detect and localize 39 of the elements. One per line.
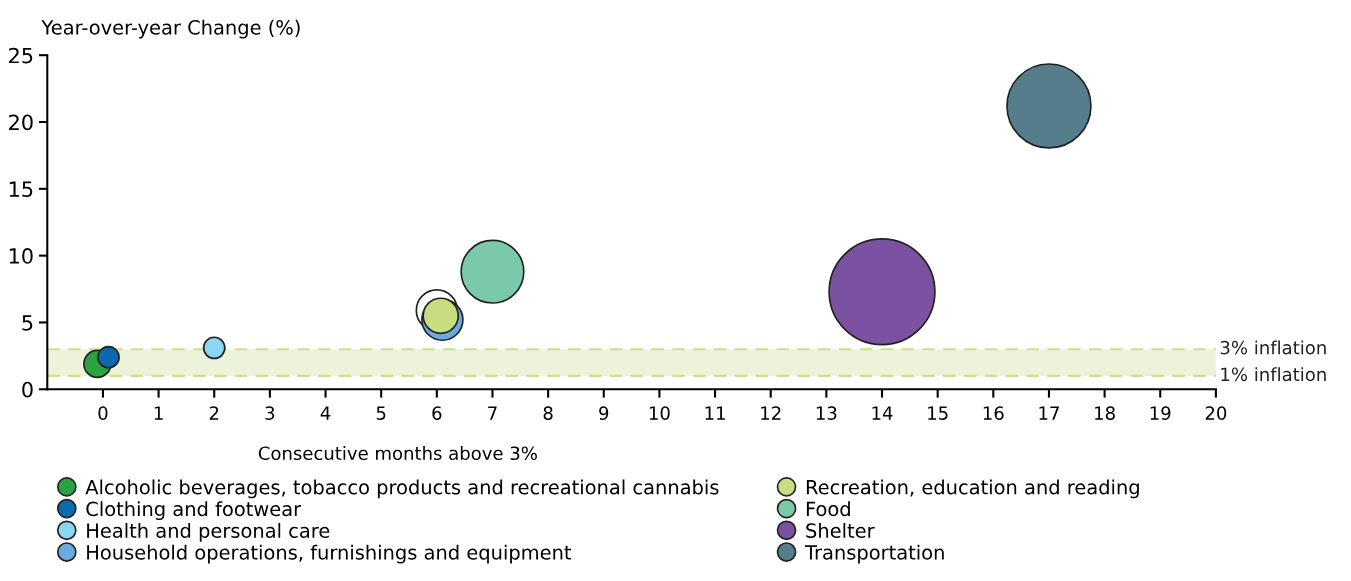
ref-line-label: 1% inflation	[1221, 367, 1326, 382]
y-tick-label: 20	[9, 114, 33, 131]
x-tick-label: 20	[1205, 406, 1227, 420]
x-tick-label: 7	[488, 406, 497, 420]
legend-label: Food	[806, 501, 850, 517]
legend-label: Transportation	[804, 544, 944, 564]
ref-line-label: 3% inflation	[1220, 340, 1326, 355]
x-tick-label: 17	[1039, 406, 1059, 420]
x-tick-label: 6	[432, 406, 442, 420]
legend-label: Household operations, furnishings and equipment	[87, 544, 572, 564]
x-tick-label: 11	[705, 406, 725, 420]
x-tick-label: 19	[1150, 406, 1171, 420]
x-tick-label: 0	[98, 406, 108, 420]
legend-label: Shelter	[806, 522, 875, 538]
x-tick-label: 2	[209, 406, 219, 420]
x-tick-label: 16	[983, 406, 1004, 420]
legend-label: Alcoholic beverages, tobacco products and recreational cannabis	[85, 479, 719, 499]
legend-label: Recreation, education and reading	[806, 479, 1139, 499]
x-tick-label: 14	[872, 406, 893, 420]
y-tick-label: 15	[9, 181, 33, 198]
x-tick-label: 12	[761, 406, 781, 420]
x-tick-label: 5	[376, 406, 386, 420]
x-axis-title: Consecutive months above 3%	[258, 446, 537, 461]
x-tick-label: 10	[649, 406, 670, 420]
x-tick-label: 9	[599, 406, 609, 420]
y-axis-title: Year-over-year Change (%)	[41, 19, 300, 39]
x-tick-label: 15	[928, 406, 948, 420]
y-tick-label: 25	[9, 47, 33, 64]
x-tick-label: 4	[320, 406, 331, 420]
x-tick-label: 3	[265, 406, 275, 420]
y-tick-label: 5	[22, 315, 33, 331]
y-tick-label: 0	[22, 381, 33, 398]
x-tick-label: 8	[543, 406, 553, 420]
x-tick-label: 13	[816, 406, 837, 420]
x-tick-label: 1	[154, 406, 163, 420]
legend-label: Clothing and footwear	[86, 501, 302, 521]
y-tick-label: 10	[9, 248, 33, 264]
legend-label: Health and personal care	[87, 522, 330, 542]
x-tick-label: 18	[1095, 406, 1115, 420]
